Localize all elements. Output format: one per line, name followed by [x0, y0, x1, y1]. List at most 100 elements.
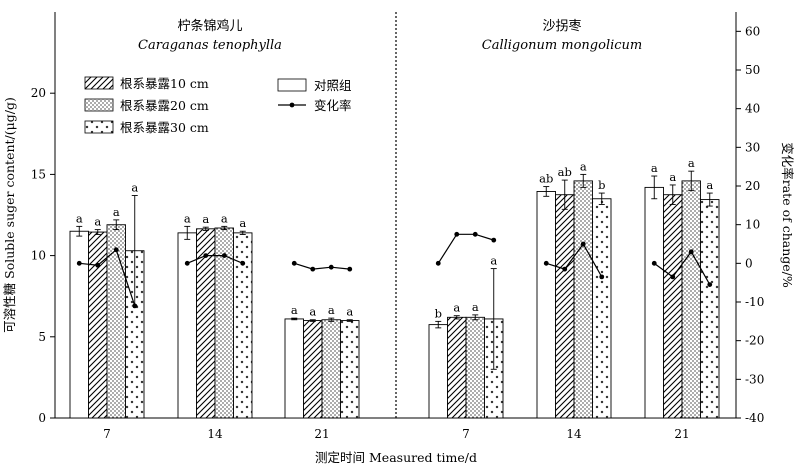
y-right-tick-label: 0	[745, 256, 753, 270]
rate-point	[221, 253, 227, 258]
rate-point	[95, 262, 101, 268]
y-left-tick-label: 20	[31, 86, 46, 100]
y-right-tick-label: -40	[745, 411, 764, 425]
rate-line	[294, 262, 350, 270]
significance-label: a	[490, 254, 497, 268]
legend-swatch-marker	[289, 102, 295, 108]
y-right-tick-label: -10	[745, 295, 764, 309]
bar	[340, 320, 360, 419]
rate-point	[240, 260, 246, 266]
panel-1-title-latin: Caraganas tenophylla	[138, 38, 282, 53]
y-axis-left-label: 可溶性糖 Soluble suger content/(μg/g)	[2, 97, 17, 333]
rate-point	[203, 253, 209, 258]
legend-label-30cm: 根系暴露30 cm	[120, 120, 209, 135]
bar	[447, 316, 467, 419]
significance-label: a	[239, 216, 246, 230]
significance-label: a	[221, 211, 228, 225]
significance-label: a	[131, 181, 138, 195]
rate-point	[454, 231, 460, 237]
right-ticks: -40 -30 -20 -10 0 10 20 30 40 50 60	[736, 24, 764, 425]
bar	[644, 186, 664, 419]
legend-label-20cm: 根系暴露20 cm	[120, 98, 209, 113]
x-tick-label: 21	[674, 427, 689, 441]
bar	[700, 199, 720, 419]
bar	[663, 194, 683, 419]
significance-label: a	[580, 159, 587, 173]
significance-label: ab	[539, 172, 553, 186]
bar	[106, 224, 126, 419]
rate-line	[79, 248, 136, 307]
y-left-tick-label: 0	[38, 411, 46, 425]
y-left-tick-label: 5	[38, 330, 46, 344]
significance-label: a	[346, 305, 353, 319]
x-axis-label: 测定时间 Measured time/d	[315, 450, 477, 465]
rate-point	[472, 231, 478, 237]
y-right-tick-label: 60	[745, 24, 760, 38]
legend-swatch-dots	[84, 98, 114, 112]
rate-point	[670, 274, 676, 280]
rate-point	[707, 282, 713, 287]
significance-label: a	[184, 211, 191, 225]
rate-point	[328, 264, 334, 270]
rate-point	[599, 274, 605, 280]
bar	[681, 180, 701, 419]
legend-label-control: 对照组	[314, 78, 352, 93]
y-right-tick-label: 30	[745, 140, 760, 154]
x-tick-label: 14	[207, 427, 223, 441]
x-tick-label: 14	[566, 427, 582, 441]
bar	[592, 198, 612, 419]
rate-point	[291, 260, 297, 266]
significance-label: a	[472, 300, 479, 314]
significance-label: b	[435, 306, 442, 320]
significance-label: a	[328, 303, 335, 317]
legend: 根系暴露10 cm 根系暴露20 cm 根系暴露30 cm 对照组 变化率	[84, 76, 352, 135]
bar	[573, 180, 593, 419]
panel-2-title-cn: 沙拐枣	[542, 19, 581, 34]
rate-line	[437, 233, 494, 264]
bar	[536, 191, 556, 419]
x-tick-label: 7	[462, 427, 470, 441]
y-right-tick-label: 20	[745, 179, 760, 193]
rate-point	[651, 260, 657, 266]
rate-point	[184, 260, 190, 266]
rate-point	[562, 266, 568, 272]
significance-label: a	[453, 301, 460, 315]
significance-label: a	[94, 215, 101, 229]
rate-point	[491, 237, 497, 243]
rate-point	[688, 249, 694, 255]
significance-label: b	[598, 178, 605, 192]
y-right-tick-label: -30	[745, 372, 764, 386]
legend-label-10cm: 根系暴露10 cm	[120, 76, 209, 91]
legend-swatch-control	[277, 78, 307, 92]
rate-line	[187, 255, 243, 264]
panel-2-title-latin: Calligonum mongolicum	[482, 38, 643, 53]
significance-label: a	[309, 305, 316, 319]
rate-point	[310, 266, 316, 272]
bar	[465, 316, 485, 419]
rate-point	[435, 260, 441, 266]
significance-label: a	[688, 156, 695, 170]
significance-label: ab	[558, 165, 572, 179]
x-ticks: 7 14 21 7 14 21	[103, 427, 689, 441]
y-left-tick-label: 10	[31, 249, 46, 263]
bar	[69, 230, 89, 419]
rate-point	[347, 266, 353, 272]
bar	[555, 194, 575, 419]
y-right-tick-label: -20	[745, 334, 764, 348]
rate-point	[132, 303, 138, 309]
y-axis-right-label: 变化率rate of change/%	[780, 142, 795, 288]
significance-label: a	[706, 178, 713, 192]
bar	[428, 324, 448, 419]
x-tick-label: 21	[314, 427, 329, 441]
y-right-tick-label: 40	[745, 102, 760, 116]
significance-label: a	[202, 212, 209, 226]
rate-point	[113, 247, 119, 253]
significance-label: a	[76, 211, 83, 225]
legend-swatch-crosses	[84, 120, 114, 134]
x-tick-label: 7	[103, 427, 111, 441]
rate-point	[76, 260, 82, 266]
rate-line	[653, 250, 711, 285]
legend-label-rate: 变化率	[314, 98, 352, 113]
